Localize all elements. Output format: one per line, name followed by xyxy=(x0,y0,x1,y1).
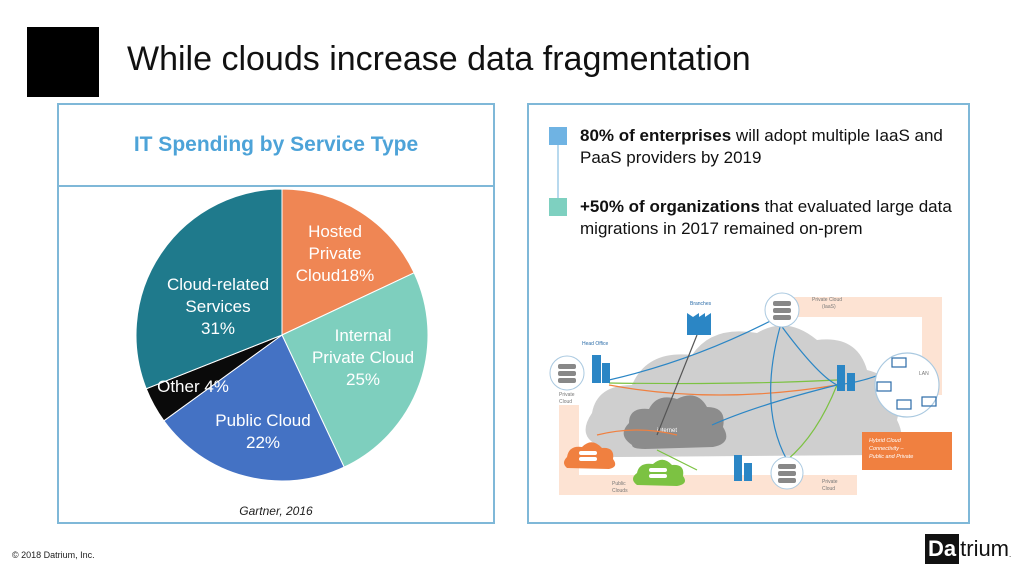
pie-slice-hosted-private-cloud xyxy=(281,188,415,336)
head-office-label: Head Office xyxy=(582,341,609,347)
chart-title: IT Spending by Service Type xyxy=(59,105,493,187)
private-cloud-label: Private Cloud xyxy=(559,392,575,405)
pie-label: Cloud-related Services 31% xyxy=(167,275,269,338)
pie-chart: Hosted Private Cloud18% Internal Private Clo… xyxy=(135,188,429,482)
brand-mark: . xyxy=(1009,549,1012,559)
lan-label: LAN xyxy=(919,371,929,377)
fact-bold: +50% of organizations xyxy=(580,197,760,216)
branches-icon xyxy=(687,313,711,335)
head-office-icon xyxy=(592,355,601,383)
slide-title: While clouds increase data fragmentation xyxy=(127,40,751,78)
copyright: © 2018 Datrium, Inc. xyxy=(12,550,95,560)
internet-cloud xyxy=(623,395,727,449)
computer-icon xyxy=(876,381,892,392)
hybrid-cloud-diagram: internet Head Office Private Cloud Branch… xyxy=(549,292,952,495)
computer-icon xyxy=(896,399,912,410)
fact-text: 80% of enterprises will adopt multiple I… xyxy=(580,125,965,169)
pie-slice-internal-private-cloud xyxy=(281,272,429,468)
brand-prefix: Da xyxy=(925,534,960,564)
fact-rest: that evaluated large data migrations in … xyxy=(580,197,952,238)
facts-panel: 80% of enterprises will adopt multiple I… xyxy=(527,103,970,524)
private-cloud-bottom-label: Private Cloud xyxy=(822,479,838,492)
head-office-icon xyxy=(602,363,610,383)
fact-rest: will adopt multiple IaaS and PaaS provid… xyxy=(580,126,943,167)
private-cloud-iaas-label: Private Cloud (IaaS) xyxy=(812,297,842,310)
public-cloud-icon xyxy=(564,442,616,469)
chart-panel: IT Spending by Service Type Hosted Privat… xyxy=(57,103,495,524)
pie-slice-public-cloud xyxy=(163,334,345,482)
building-icon xyxy=(837,365,845,391)
internet-label: internet xyxy=(657,428,677,434)
region-band xyxy=(559,405,857,495)
fact-bold: 80% of enterprises xyxy=(580,126,732,145)
pie-label: Other 4% xyxy=(157,377,229,396)
building-icon xyxy=(744,463,752,481)
building-icon xyxy=(734,455,742,481)
public-cloud-icon xyxy=(633,459,685,486)
pie-label: Internal Private Cloud 25% xyxy=(312,326,414,389)
pie-slice-cloud-related-services xyxy=(135,188,283,390)
fact-bullet-square xyxy=(549,127,567,145)
fact-text: +50% of organizations that evaluated lar… xyxy=(580,196,965,240)
hybrid-label-box xyxy=(862,432,952,470)
chart-source: Gartner, 2016 xyxy=(239,504,313,518)
brand-suffix: trium xyxy=(960,536,1010,561)
fact-bullet-square xyxy=(549,198,567,216)
lan-circle xyxy=(874,352,940,418)
building-icon xyxy=(847,373,855,391)
public-clouds-label: Public Clouds xyxy=(612,481,628,494)
computer-icon xyxy=(891,357,907,368)
bullet-connector xyxy=(557,143,559,198)
branches-label: Branches xyxy=(690,301,712,307)
logo-square xyxy=(27,27,99,97)
pie-label: Public Cloud 22% xyxy=(215,411,310,452)
connection-lines xyxy=(596,314,898,471)
hybrid-label: Hybrid Cloud Connectivity – Public and Pri… xyxy=(869,438,913,460)
computer-icon xyxy=(921,396,937,407)
datrium-logo: Da trium. xyxy=(925,534,1011,564)
pie-label: Hosted Private Cloud18% xyxy=(296,222,374,285)
